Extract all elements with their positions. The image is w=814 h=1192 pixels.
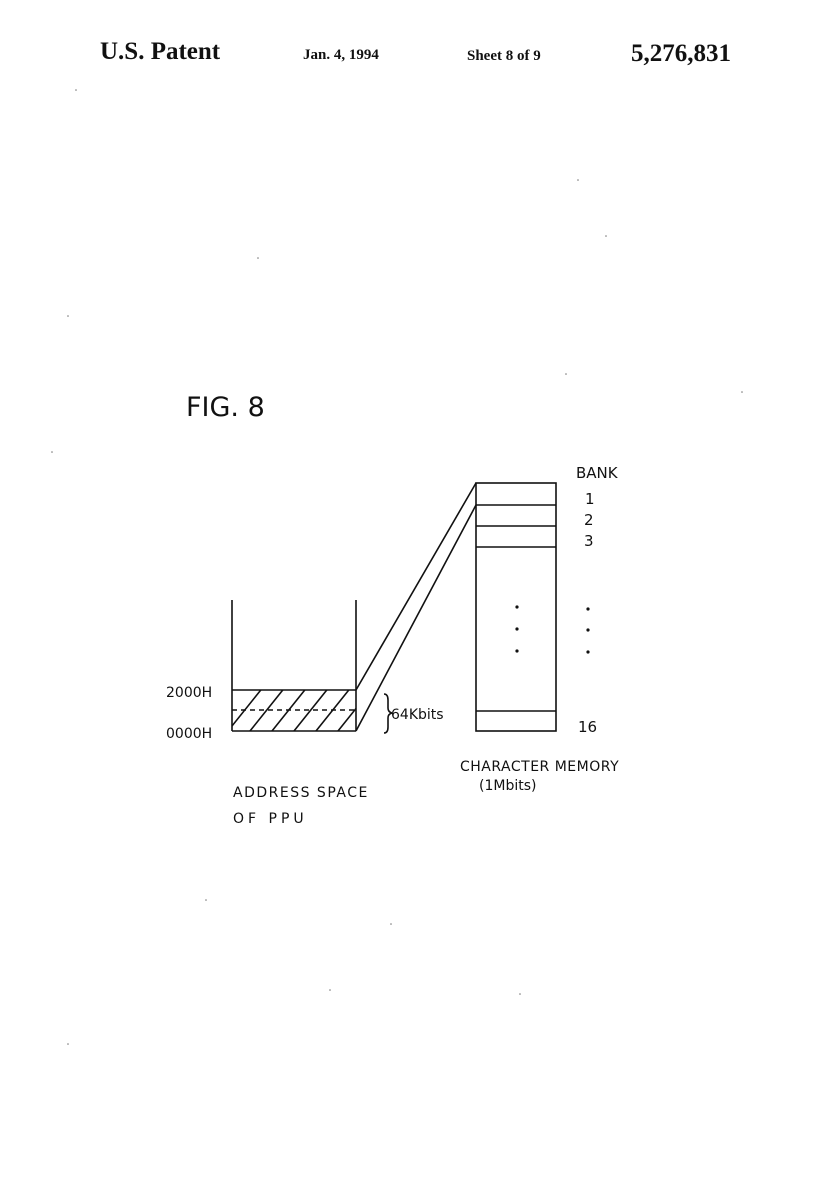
ellipsis-dot <box>586 628 589 631</box>
label-0000h: 0000H <box>166 726 212 742</box>
ppu-address-space: 2000H 0000H 64Kbits ADDRESS SPACE OF PPU <box>166 600 444 827</box>
figure-title: FIG. 8 <box>186 392 265 423</box>
address-space-caption-line1: ADDRESS SPACE <box>233 785 369 801</box>
mapping-line-lower <box>356 505 476 731</box>
address-space-caption-line2: OF PPU <box>233 811 308 827</box>
character-memory: BANK 1 2 3 16 CHARACTER MEMORY (1Mbits) <box>460 464 619 794</box>
scan-specks <box>51 89 743 1045</box>
bank-header: BANK <box>576 464 619 482</box>
ellipsis-dot <box>515 605 518 608</box>
ellipsis-dot <box>515 649 518 652</box>
mapped-window-hatching <box>212 676 404 751</box>
ellipsis-dot <box>515 627 518 630</box>
bank-number-1: 1 <box>585 490 595 508</box>
memory-caption-line2: (1Mbits) <box>479 778 536 794</box>
label-2000h: 2000H <box>166 685 212 701</box>
mapping-line-upper <box>356 483 476 690</box>
memory-caption-line1: CHARACTER MEMORY <box>460 759 619 775</box>
label-window-size: 64Kbits <box>391 707 444 723</box>
ellipsis-dot <box>586 650 589 653</box>
bank-number-2: 2 <box>584 511 594 529</box>
ellipsis-dot <box>586 607 589 610</box>
bank-number-3: 3 <box>584 532 594 550</box>
bank-number-16: 16 <box>578 718 597 736</box>
